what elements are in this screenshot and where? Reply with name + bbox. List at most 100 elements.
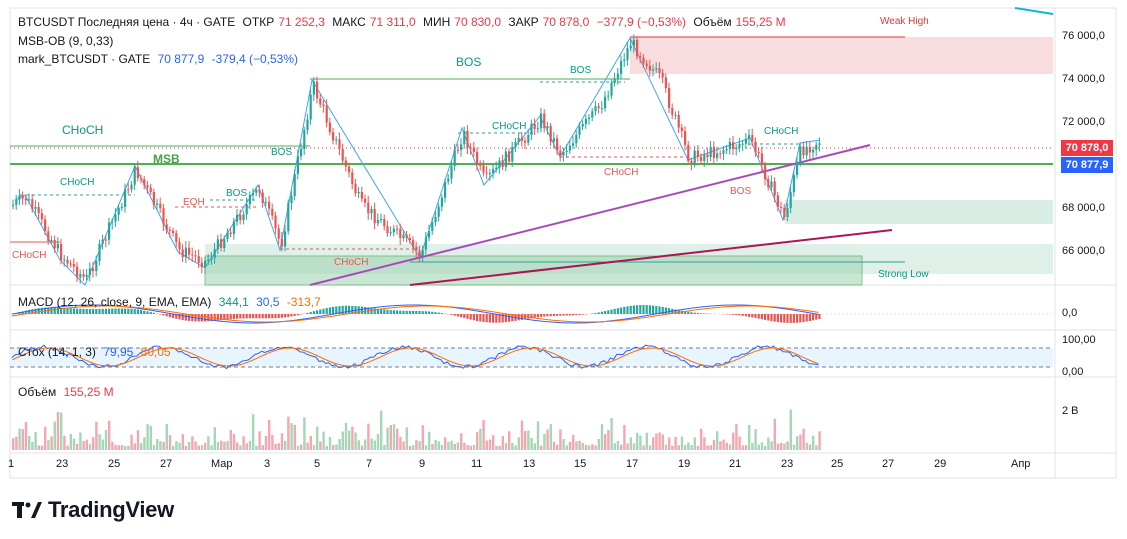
stoch-label[interactable]: Стох (14, 1, 3)	[18, 345, 96, 359]
candle-body	[620, 60, 623, 74]
candle-body	[184, 247, 187, 258]
macd-bar	[236, 314, 239, 319]
macd-bar	[405, 310, 408, 314]
candle-body	[357, 192, 360, 194]
candle-body	[66, 259, 69, 264]
candle-body	[124, 189, 127, 207]
time-axis-label: 11	[471, 458, 483, 470]
macd-bar	[63, 307, 66, 314]
volume-bar	[469, 445, 472, 450]
macd-bar	[424, 311, 427, 314]
macd-bar	[37, 308, 40, 314]
macd-bar	[482, 314, 485, 322]
volume-bar	[543, 433, 546, 450]
macd-bar	[213, 314, 216, 321]
macd-bar	[165, 314, 168, 317]
macd-bar	[21, 311, 24, 314]
candle-body	[383, 219, 386, 227]
macd-bar	[568, 314, 571, 316]
mark-legend[interactable]: mark_BTCUSDT · GATE 70 877,9 -379,4 (−0,…	[18, 52, 302, 66]
candle-body	[338, 139, 341, 149]
symbol-title[interactable]: BTCUSDT Последняя цена · 4ч · GATE	[18, 15, 236, 29]
candle-body	[95, 261, 98, 272]
volume-bar	[805, 442, 808, 450]
macd-bar	[127, 308, 130, 314]
macd-bar	[655, 305, 658, 314]
candle-body	[178, 242, 181, 250]
volume-bar	[658, 432, 661, 450]
candle-body	[367, 202, 370, 214]
volume-bar	[584, 444, 588, 450]
time-axis-label: 7	[366, 458, 373, 470]
volume-bar	[210, 445, 213, 450]
volume-bar	[716, 431, 719, 450]
macd-bar	[364, 307, 367, 314]
candle-body	[309, 94, 312, 120]
candle-body	[808, 146, 811, 153]
volume-bar	[533, 443, 536, 450]
volume-bar	[501, 436, 504, 450]
volume-bar	[783, 443, 786, 450]
volume-bar	[639, 435, 642, 450]
volume-bar	[296, 445, 300, 450]
volume-bar	[392, 424, 396, 450]
candle-body	[578, 126, 581, 135]
macd-bar	[658, 306, 661, 314]
stoch-legend[interactable]: Стох (14, 1, 3) 79,95 80,05	[18, 345, 175, 359]
macd-legend[interactable]: MACD (12, 26, close, 9, EMA, EMA) 344,1 …	[18, 295, 325, 309]
volume-label[interactable]: Объём	[18, 385, 57, 399]
candle-body	[117, 207, 120, 215]
macd-bar	[252, 314, 255, 319]
candle-body	[415, 247, 418, 251]
candle-body	[543, 113, 546, 128]
macd-bar	[616, 308, 619, 314]
volume-bar	[44, 426, 47, 450]
msb-ob-legend[interactable]: MSB-OB (9, 0,33)	[18, 34, 117, 48]
candle-body	[207, 259, 210, 261]
candle-body	[789, 192, 792, 209]
macd-bar	[399, 310, 402, 314]
bos-label-main: BOS	[456, 55, 482, 69]
candle-body	[412, 240, 415, 248]
candle-body	[50, 240, 53, 242]
volume-bar	[748, 425, 751, 450]
choch-label-main: CHoCH	[62, 123, 104, 137]
candle-body	[130, 184, 133, 190]
candle-body	[728, 142, 731, 150]
candle-body	[143, 179, 146, 186]
macd-bar	[309, 312, 312, 314]
mark-change: -379,4 (−0,53%)	[211, 52, 299, 66]
symbol-legend[interactable]: BTCUSDT Последняя цена · 4ч · GATE ОТКР 7…	[18, 15, 790, 29]
candle-body	[805, 146, 808, 156]
macd-bar	[469, 314, 472, 320]
volume-bar	[616, 440, 620, 450]
msb-ob-label[interactable]: MSB-OB (9, 0,33)	[18, 34, 114, 48]
macd-bar	[578, 314, 581, 315]
macd-bar	[268, 314, 271, 319]
mark-label[interactable]: mark_BTCUSDT · GATE	[18, 52, 151, 66]
candle-body	[296, 156, 299, 174]
stoch-axis-top: 100,00	[1062, 334, 1096, 346]
macd-bar	[82, 308, 85, 314]
volume-bar	[796, 436, 799, 450]
volume-bar	[191, 436, 194, 450]
candle-body	[421, 249, 424, 257]
strong-low-label: Strong Low	[878, 269, 929, 280]
candle-body	[508, 151, 511, 162]
candle-body	[306, 119, 309, 131]
volume-bar	[255, 445, 258, 450]
volume-bar	[136, 430, 140, 450]
volume-bar	[165, 424, 168, 450]
macd-bar	[799, 314, 802, 323]
tradingview-brand[interactable]: TradingView	[12, 497, 174, 523]
volume-bar	[370, 438, 373, 450]
candle-body	[274, 215, 277, 229]
volume-legend[interactable]: Объём 155,25 M	[18, 385, 118, 399]
candle-body	[501, 160, 504, 168]
volume-bar	[568, 441, 572, 450]
candle-body	[181, 249, 184, 258]
volume-bar	[703, 437, 706, 450]
macd-bar	[149, 312, 152, 314]
macd-label[interactable]: MACD (12, 26, close, 9, EMA, EMA)	[18, 295, 212, 309]
